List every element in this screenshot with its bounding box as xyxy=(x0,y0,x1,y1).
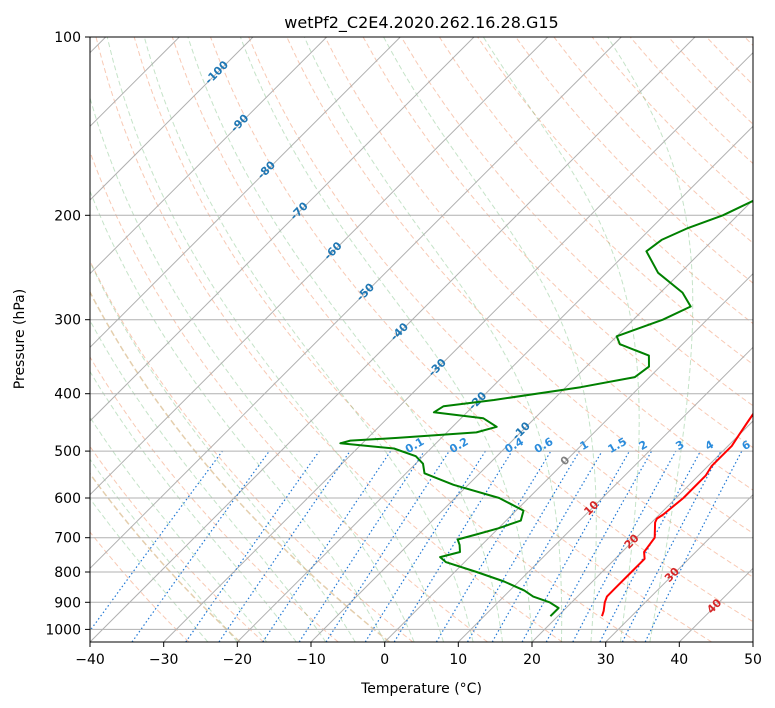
isotherm-line xyxy=(90,37,475,422)
mixing-ratio-line xyxy=(572,450,677,642)
dry-adiabat xyxy=(90,445,264,642)
dry-adiabat xyxy=(90,356,339,642)
isotherm-line xyxy=(163,51,753,642)
moist-adiabat xyxy=(90,260,356,642)
x-tick-label: 0 xyxy=(380,652,389,668)
y-tick-label: 700 xyxy=(54,531,81,547)
mixing-ratio-line xyxy=(545,450,653,642)
dry-adiabat xyxy=(90,150,488,642)
plot-area: -100-90-80-70-60-50-40-30-20-10010203040… xyxy=(90,37,753,642)
moist-adiabat xyxy=(239,37,533,642)
plot-frame xyxy=(89,36,754,643)
isotherm-line xyxy=(531,420,753,642)
moist-adiabat xyxy=(90,458,238,642)
moist-adiabat xyxy=(106,37,445,642)
dry-adiabat xyxy=(248,37,753,578)
isotherm-line xyxy=(605,493,753,642)
y-tick-label: 500 xyxy=(54,444,81,460)
mixing-ratio-line xyxy=(521,450,631,642)
y-tick-label: 900 xyxy=(54,595,81,611)
dry-adiabat xyxy=(133,37,638,642)
x-tick-label: 30 xyxy=(597,652,615,668)
dry-adiabat xyxy=(515,37,753,284)
x-tick-label: −40 xyxy=(75,652,105,668)
mixing-ratio-line xyxy=(298,450,425,642)
x-tick-label: 40 xyxy=(670,652,688,668)
pressure-gridlines xyxy=(90,37,753,630)
mixing-ratio-line xyxy=(131,450,270,642)
isotherm-line xyxy=(90,37,254,201)
x-tick-label: −20 xyxy=(223,652,253,668)
y-tick-label: 100 xyxy=(54,30,81,46)
mixing-ratio-line xyxy=(90,450,223,632)
x-axis-label: Temperature (°C) xyxy=(360,681,482,697)
y-tick-label: 200 xyxy=(54,208,81,224)
moist-adiabat xyxy=(90,189,386,642)
x-tick-label: −30 xyxy=(149,652,179,668)
mixing-ratio-line xyxy=(185,450,320,642)
isotherm-line xyxy=(90,37,328,275)
mixing-ratio-line xyxy=(325,450,450,642)
dewpoint-profile-line xyxy=(339,199,753,617)
dry-adiabat xyxy=(90,472,241,642)
isotherm-line xyxy=(90,37,401,349)
mixing-ratio-line xyxy=(262,450,392,642)
dry-adiabat xyxy=(210,37,753,623)
x-tick-label: 20 xyxy=(523,652,541,668)
dry-adiabat xyxy=(324,37,753,491)
dry-adiabat xyxy=(90,531,190,642)
isotherm-line xyxy=(90,37,622,570)
isotherm-line xyxy=(90,37,696,642)
dry-adiabat xyxy=(171,37,712,642)
isotherm-line xyxy=(457,346,753,642)
y-tick-label: 1000 xyxy=(45,622,81,638)
isotherm-line xyxy=(310,199,753,642)
moist-adiabat xyxy=(383,37,597,642)
x-axis: −40 −30 −20 −10 0 10 20 30 40 50 xyxy=(75,642,762,668)
moist-adiabat xyxy=(90,319,327,642)
y-axis: 100 200 300 400 500 600 700 800 900 1000 xyxy=(45,30,90,638)
dry-adiabat xyxy=(400,37,753,407)
temperature-profile-line xyxy=(601,412,753,617)
isotherm-line xyxy=(384,272,753,642)
moist-adiabat xyxy=(90,416,268,642)
y-tick-label: 300 xyxy=(54,313,81,329)
moist-adiabat xyxy=(482,37,640,642)
y-tick-label: 600 xyxy=(54,491,81,507)
moist-adiabat xyxy=(143,37,474,642)
sounding-series xyxy=(339,199,753,617)
x-tick-label: −10 xyxy=(296,652,326,668)
chart-title: wetPf2_C2E4.2020.262.16.28.G15 xyxy=(284,13,558,33)
mixing-ratio-line xyxy=(644,450,743,642)
background-lines xyxy=(90,37,753,642)
x-tick-label: 10 xyxy=(449,652,467,668)
y-axis-label: Pressure (hPa) xyxy=(12,289,28,389)
isotherm-line xyxy=(90,37,549,496)
y-tick-label: 400 xyxy=(54,387,81,403)
dry-adiabat xyxy=(95,37,563,642)
x-tick-label: 50 xyxy=(744,652,762,668)
y-tick-label: 800 xyxy=(54,565,81,581)
dry-adiabat xyxy=(90,290,390,642)
moist-adiabat xyxy=(187,37,503,642)
isotherm-line xyxy=(236,125,753,642)
moist-adiabat xyxy=(607,37,694,642)
dry-adiabat xyxy=(438,37,753,366)
mixing-ratio-line xyxy=(218,450,351,642)
moist-adiabat xyxy=(303,37,563,642)
